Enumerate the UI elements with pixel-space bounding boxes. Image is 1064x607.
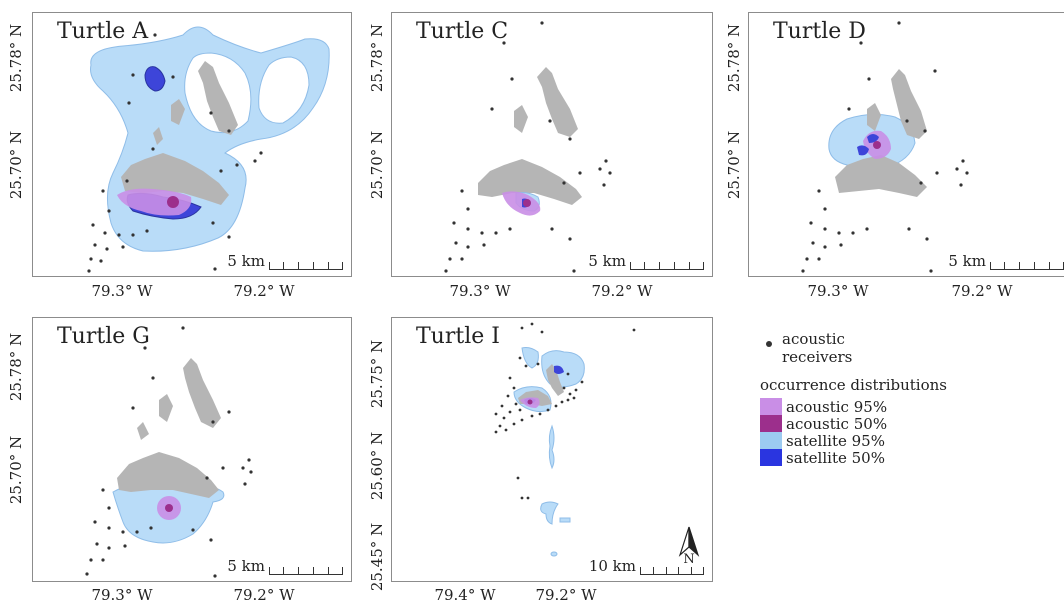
legend-receivers-label: acoustic <box>782 330 845 348</box>
scale-bar: 5 km <box>227 557 343 575</box>
x-tick-label: 79.2° W <box>591 282 653 300</box>
islands <box>117 358 221 498</box>
acoustic-50-area <box>527 399 533 405</box>
map-turtle-d <box>801 21 969 273</box>
acoustic-50-area <box>167 196 179 208</box>
map-turtle-i <box>494 322 636 557</box>
y-tick-label: 25.78° N <box>368 23 386 93</box>
acoustic-50-area <box>165 504 173 512</box>
acoustic-receivers <box>87 33 263 273</box>
acoustic-50-area <box>873 141 881 149</box>
acoustic-50-area <box>523 199 531 207</box>
legend-label: satellite 95% <box>786 431 885 450</box>
legend-label: acoustic 95% <box>786 397 888 416</box>
x-tick-label: 79.3° W <box>807 282 869 300</box>
scale-bar: 5 km <box>948 252 1064 270</box>
receiver-dot-icon <box>766 341 772 347</box>
legend-swatch <box>760 415 782 432</box>
satellite-95-area <box>90 26 330 252</box>
legend: acoustic receivers occurrence distributi… <box>760 330 947 467</box>
scale-bar: 5 km <box>227 252 343 270</box>
legend-item: acoustic 95% <box>760 397 947 416</box>
map-panel-turtle-d: Turtle D 5 km <box>748 12 1064 277</box>
scale-label: 5 km <box>227 252 265 270</box>
islands <box>835 69 927 197</box>
y-tick-label: 25.78° N <box>725 23 743 93</box>
scale-bar: 10 km <box>589 557 704 575</box>
acoustic-receivers <box>801 21 969 273</box>
legend-swatch <box>760 432 782 449</box>
legend-label: satellite 50% <box>786 448 885 467</box>
scale-label: 5 km <box>588 252 626 270</box>
x-tick-label: 79.3° W <box>91 586 153 604</box>
acoustic-receivers <box>444 21 612 273</box>
legend-item: satellite 50% <box>760 448 947 467</box>
acoustic-95-area <box>502 191 541 216</box>
north-arrow-icon: N <box>678 526 700 565</box>
y-tick-label: 25.78° N <box>7 332 25 402</box>
panel-title: Turtle D <box>773 19 866 44</box>
map-panel-turtle-a: Turtle A 5 km <box>32 12 352 277</box>
y-tick-label: 25.70° N <box>725 130 743 200</box>
map-turtle-c <box>444 21 612 273</box>
map-panel-turtle-c: Turtle C 5 km <box>391 12 713 277</box>
x-tick-label: 79.4° W <box>434 586 496 604</box>
panel-title: Turtle A <box>57 19 149 44</box>
acoustic-95-area <box>117 188 192 216</box>
x-tick-label: 79.2° W <box>951 282 1013 300</box>
legend-label: acoustic 50% <box>786 414 888 433</box>
map-turtle-a <box>87 26 330 273</box>
legend-heading: occurrence distributions <box>760 376 947 394</box>
y-tick-label: 25.70° N <box>368 130 386 200</box>
acoustic-receivers <box>494 322 636 500</box>
y-tick-label: 25.45° N <box>368 522 386 592</box>
acoustic-receivers <box>85 326 253 578</box>
legend-item: satellite 95% <box>760 431 947 450</box>
x-tick-label: 79.3° W <box>449 282 511 300</box>
scale-label: 5 km <box>227 557 265 575</box>
y-tick-label: 25.70° N <box>7 435 25 505</box>
panel-title: Turtle I <box>416 324 500 349</box>
panel-title: Turtle C <box>416 19 509 44</box>
x-tick-label: 79.2° W <box>535 586 597 604</box>
legend-swatch <box>760 398 782 415</box>
map-panel-turtle-g: Turtle G 5 km <box>32 317 352 582</box>
scale-label: 5 km <box>948 252 986 270</box>
map-panel-turtle-i: Turtle I 10 km <box>391 317 713 582</box>
scale-bar: 5 km <box>588 252 704 270</box>
y-tick-label: 25.75° N <box>368 339 386 409</box>
y-tick-label: 25.60° N <box>368 431 386 501</box>
x-tick-label: 79.2° W <box>233 586 295 604</box>
y-tick-label: 25.70° N <box>7 130 25 200</box>
map-turtle-g <box>85 326 253 578</box>
north-label: N <box>683 552 694 565</box>
y-tick-label: 25.78° N <box>7 23 25 93</box>
panel-title: Turtle G <box>57 324 150 349</box>
satellite-50-area <box>857 134 879 156</box>
legend-swatch <box>760 449 782 466</box>
scale-label: 10 km <box>588 557 636 575</box>
legend-receivers: acoustic receivers <box>760 330 947 366</box>
x-tick-label: 79.2° W <box>233 282 295 300</box>
x-tick-label: 79.3° W <box>91 282 153 300</box>
legend-item: acoustic 50% <box>760 414 947 433</box>
islands <box>478 67 582 205</box>
legend-receivers-label: receivers <box>782 348 853 366</box>
